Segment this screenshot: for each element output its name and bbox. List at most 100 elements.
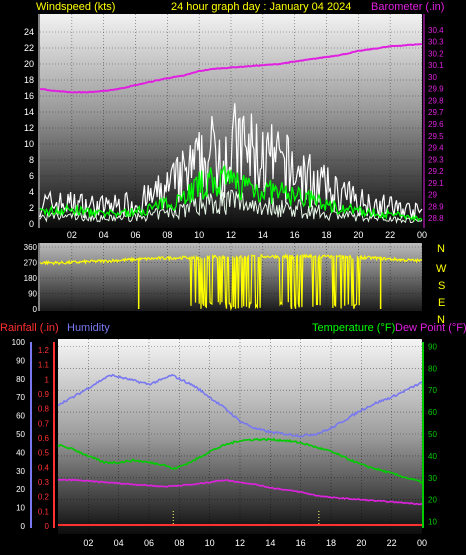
rainfall-tick-label: 0.1 [38, 507, 50, 516]
barometer-tick-labels: 28.8 28.9 29 29.1 29.2 29.3 29.4 29.5 29.6 29.7 29… [423, 14, 444, 228]
barometer-tick-label: 29.9 [428, 85, 444, 94]
humidity-tick-label: 90 [16, 356, 25, 365]
windspeed-tick-label: 2 [29, 203, 34, 213]
wind-x-tick-label: 04 [99, 230, 109, 240]
temperature-axis-title: Temperature (°F) [312, 322, 395, 334]
bottom-x-tick-label: 20 [356, 538, 366, 548]
rainfall-tick-label: 0.2 [38, 493, 50, 502]
bottom-x-tick-label: 12 [235, 538, 245, 548]
direction-tick-label: 90 [28, 290, 37, 299]
rainfall-tick-label: 0.9 [38, 390, 50, 399]
bottom-series [57, 373, 423, 526]
wind-x-tick-label: 12 [226, 230, 236, 240]
barometer-tick-label: 29.8 [428, 96, 444, 105]
barometer-tick-label: 30.3 [428, 38, 444, 47]
windspeed-tick-label: 18 [24, 75, 34, 85]
wind-x-tick-label: 14 [258, 230, 268, 240]
barometer-line [39, 42, 423, 94]
bottom-x-tick-label: 10 [205, 538, 215, 548]
direction-series [39, 253, 423, 312]
barometer-tick-label: 29.7 [428, 108, 444, 117]
temperature-tick-labels: 10 20 30 40 50 60 70 80 90 [428, 342, 437, 526]
rainfall-tick-label: 1.2 [38, 346, 50, 355]
rainfall-tick-label: 0.4 [38, 463, 50, 472]
windspeed-tick-label: 8 [29, 155, 34, 165]
compass-n-bottom: N [437, 314, 445, 326]
graph-date-title: 24 hour graph day : January 04 2024 [171, 1, 351, 13]
humidity-tick-label: 70 [16, 393, 25, 402]
bottom-x-tick-label: 18 [326, 538, 336, 548]
compass-w: W [436, 263, 447, 275]
wind-x-tick-label: 00 [417, 230, 427, 240]
wind-series [39, 103, 423, 225]
temperature-tick-label: 50 [428, 430, 437, 439]
humidity-tick-label: 0 [21, 522, 26, 531]
barometer-tick-label: 30 [428, 73, 437, 82]
rainfall-tick-label: 1.1 [38, 361, 50, 370]
humidity-line [57, 373, 423, 438]
windspeed-tick-label: 22 [24, 43, 34, 53]
temperature-tick-label: 20 [428, 496, 437, 505]
direction-tick-label: 0 [33, 305, 38, 314]
rainfall-tick-label: 0.7 [38, 419, 50, 428]
wind-x-tick-labels: 02 04 06 08 10 12 14 16 18 20 22 00 [67, 230, 427, 240]
barometer-tick-label: 29.5 [428, 132, 444, 141]
windspeed-tick-label: 12 [24, 123, 34, 133]
humidity-tick-label: 60 [16, 412, 25, 421]
windspeed-tick-label: 24 [24, 27, 34, 37]
bottom-x-tick-label: 22 [387, 538, 397, 548]
temperature-tick-label: 10 [428, 518, 437, 527]
barometer-tick-label: 29.6 [428, 120, 444, 129]
wind-x-tick-label: 16 [290, 230, 300, 240]
temperature-tick-label: 30 [428, 474, 437, 483]
wind-x-tick-label: 18 [321, 230, 331, 240]
rainfall-tick-label: 0.3 [38, 478, 50, 487]
humidity-tick-label: 80 [16, 375, 25, 384]
dew-point-axis-title: Dew Point (°F) [395, 322, 466, 334]
wind-average-line [39, 165, 423, 223]
windspeed-tick-label: 20 [24, 59, 34, 69]
temperature-line [57, 437, 423, 484]
humidity-tick-label: 20 [16, 485, 25, 494]
windspeed-axis-title: Windspeed (kts) [36, 1, 115, 13]
dew-point-line [57, 478, 423, 506]
temperature-tick-label: 70 [428, 386, 437, 395]
wind-x-tick-label: 10 [194, 230, 204, 240]
rainfall-tick-label: 0.5 [38, 449, 50, 458]
temperature-tick-label: 60 [428, 408, 437, 417]
humidity-tick-label: 10 [16, 504, 25, 513]
bottom-x-tick-label: 14 [265, 538, 275, 548]
windspeed-tick-label: 16 [24, 91, 34, 101]
barometer-tick-label: 28.8 [428, 214, 444, 223]
barometer-tick-label: 30.4 [428, 26, 444, 35]
barometer-tick-label: 29.4 [428, 144, 444, 153]
wind-x-tick-label: 08 [162, 230, 172, 240]
barometer-tick-label: 29 [428, 191, 437, 200]
windspeed-tick-label: 0 [29, 219, 34, 229]
temperature-tick-label: 90 [428, 342, 437, 351]
wind-x-tick-label: 22 [385, 230, 395, 240]
direction-tick-label: 360 [24, 243, 38, 252]
bottom-x-tick-label: 02 [83, 538, 93, 548]
barometer-tick-label: 29.1 [428, 179, 444, 188]
humidity-tick-label: 50 [16, 430, 25, 439]
rainfall-axis-title: Rainfall (.in) [0, 322, 59, 334]
direction-line [39, 253, 423, 312]
rainfall-tick-label: 0.6 [38, 434, 50, 443]
temperature-tick-label: 80 [428, 364, 437, 373]
barometer-tick-label: 29.3 [428, 155, 444, 164]
wind-x-tick-label: 20 [353, 230, 363, 240]
direction-tick-label: 180 [24, 274, 38, 283]
bottom-x-tick-label: 08 [174, 538, 184, 548]
direction-tick-label: 270 [24, 259, 38, 268]
rainfall-tick-label: 0.8 [38, 405, 50, 414]
wind-low-line [39, 189, 423, 225]
bottom-x-tick-label: 16 [296, 538, 306, 548]
wind-x-tick-label: 02 [67, 230, 77, 240]
humidity-tick-label: 100 [12, 338, 26, 347]
rainfall-tick-label: 0 [45, 522, 50, 531]
humidity-axis-title: Humidity [67, 322, 110, 334]
compass-labels: N W S E N [436, 243, 447, 326]
